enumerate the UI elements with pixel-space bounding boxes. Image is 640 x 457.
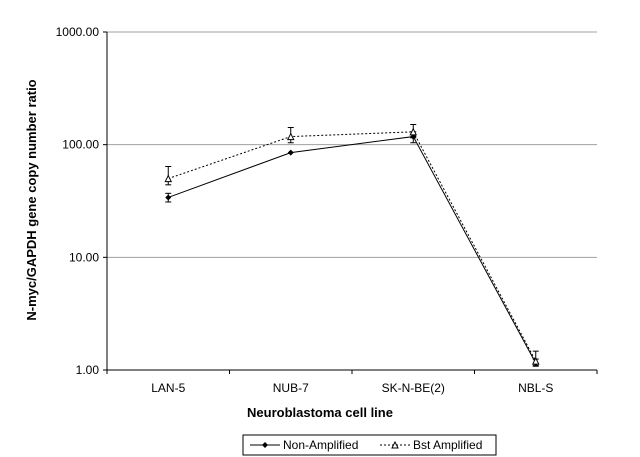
x-tick-label-SK-N-BE(2): SK-N-BE(2) <box>382 381 445 395</box>
x-axis-title: Neuroblastoma cell line <box>247 405 393 420</box>
y-axis-title: N-myc/GAPDH gene copy number ratio <box>24 79 39 320</box>
y-tick-label-1: 10.00 <box>69 250 99 264</box>
legend-marker-bst-amplified <box>391 440 399 449</box>
series-line-non-amplified <box>168 136 537 364</box>
lines-layer <box>168 131 537 364</box>
axes-layer <box>103 31 598 374</box>
x-tick-label-NUB-7: NUB-7 <box>273 381 309 395</box>
point-bst-amplified-LAN-5 <box>164 174 173 183</box>
y-tick-label-2: 100.00 <box>62 138 99 152</box>
point-bst-amplified-NBL-S <box>531 356 540 365</box>
point-bst-amplified-SK-N-BE(2) <box>409 127 418 136</box>
markers-layer <box>164 127 540 367</box>
series-line-bst-amplified <box>168 131 537 362</box>
x-tick-label-NBL-S: NBL-S <box>518 381 553 395</box>
legend-label-bst-amplified: Bst Amplified <box>413 438 482 452</box>
legend-marker-non-amplified <box>262 442 268 448</box>
legend-label-non-amplified: Non-Amplified <box>283 438 358 452</box>
legend: Non-Amplified Bst Amplified <box>242 434 497 456</box>
point-bst-amplified-NUB-7 <box>286 132 295 141</box>
y-tick-label-0: 1.00 <box>76 363 100 377</box>
point-non-amplified-NUB-7 <box>287 149 294 156</box>
y-tick-label-3: 1000.00 <box>56 25 100 39</box>
labels-layer: 1.00 10.00 100.00 1000.00 LAN-5 NUB-7 SK-N-BE(… <box>56 25 554 395</box>
point-non-amplified-LAN-5 <box>165 194 172 201</box>
x-tick-label-LAN-5: LAN-5 <box>151 381 185 395</box>
legend-box <box>242 434 497 456</box>
